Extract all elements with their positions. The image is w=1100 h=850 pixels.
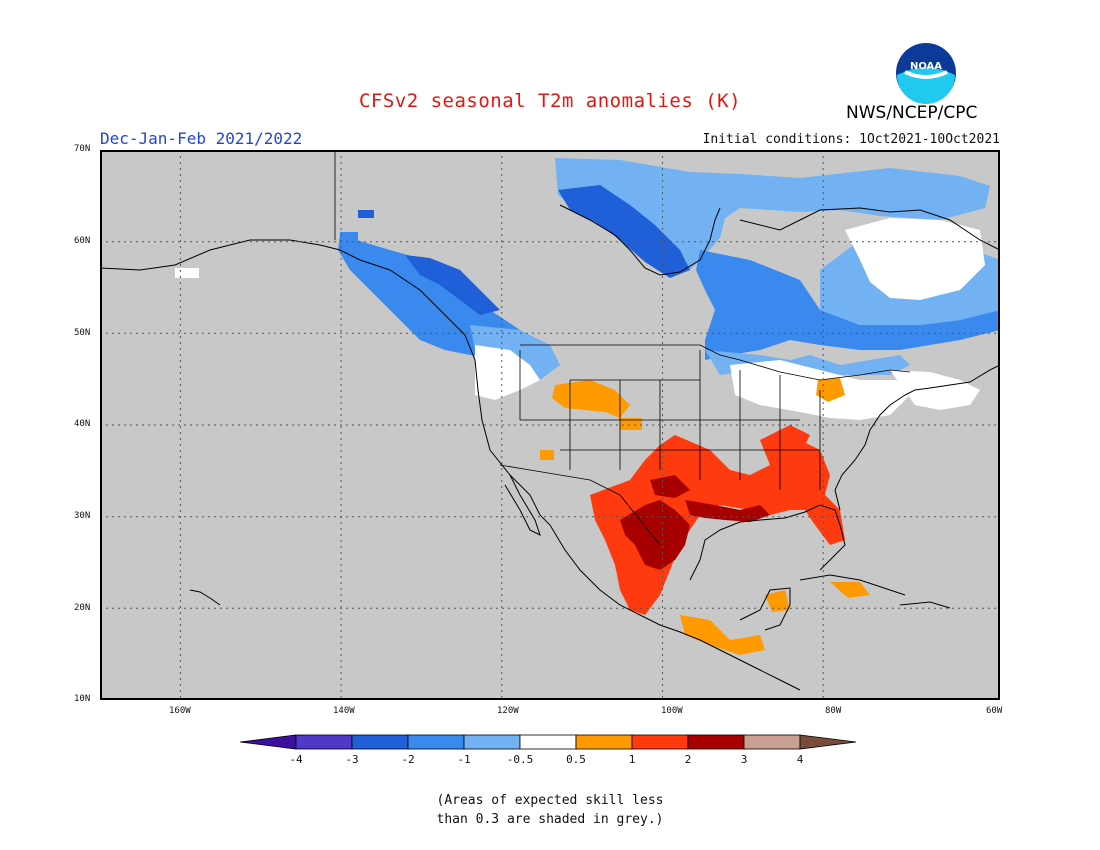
lon-label-80w: 80W bbox=[825, 706, 842, 716]
lat-label-70n: 70N bbox=[74, 144, 91, 154]
lat-label-50n: 50N bbox=[74, 328, 91, 338]
coast-labrador bbox=[739, 207, 1000, 251]
anomaly-map bbox=[100, 150, 1000, 700]
anomaly-region-darkred-okla bbox=[650, 475, 690, 498]
forecast-period: Dec-Jan-Feb 2021/2022 bbox=[100, 129, 303, 148]
border-states bbox=[519, 350, 821, 490]
colorbar-swatch bbox=[575, 734, 633, 750]
lat-label-30n: 30N bbox=[74, 511, 91, 521]
noaa-logo-text: NOAA bbox=[910, 61, 942, 72]
coast-yucatan bbox=[739, 587, 791, 631]
borders bbox=[334, 150, 911, 546]
colorbar-swatch bbox=[519, 734, 577, 750]
colorbar-tick-label: 3 bbox=[741, 753, 748, 766]
lat-label-20n: 20N bbox=[74, 603, 91, 613]
anomaly-region-orange-yucatan bbox=[765, 590, 790, 612]
anomaly-region-orange-central-am bbox=[680, 615, 765, 655]
anomaly-region-white-pnw bbox=[475, 345, 540, 400]
chart-title: CFSv2 seasonal T2m anomalies (K) bbox=[358, 90, 742, 112]
colorbar-swatch bbox=[687, 734, 745, 750]
anomaly-region-red-southeast bbox=[760, 425, 810, 470]
colorbar-arrow-high bbox=[799, 734, 857, 750]
lat-label-60n: 60N bbox=[74, 236, 91, 246]
coast-west bbox=[359, 259, 801, 691]
anomaly-region-white-newengland bbox=[890, 370, 980, 410]
lat-label-40n: 40N bbox=[74, 419, 91, 429]
map-frame bbox=[100, 150, 1000, 700]
lon-label-60w: 60W bbox=[986, 706, 1003, 716]
anomaly-region-blue-alaska-a bbox=[358, 210, 374, 218]
anomaly-region-orange-az bbox=[540, 450, 554, 460]
anomaly-region-darkblue-hudson bbox=[558, 185, 690, 278]
colorbar-tick-label: -2 bbox=[401, 753, 414, 766]
coast-gulf bbox=[689, 504, 846, 581]
anomaly-region-orange-nm bbox=[620, 418, 642, 430]
colorbar-swatch bbox=[295, 734, 353, 750]
colorbar-swatches bbox=[240, 734, 857, 750]
anomaly-region-blue-quebec bbox=[696, 250, 1000, 360]
coast-alaska bbox=[100, 239, 361, 271]
graticule bbox=[100, 150, 1000, 700]
footnote-line-2: than 0.3 are shaded in grey.) bbox=[436, 812, 664, 827]
colorbar-arrow-low bbox=[240, 734, 297, 750]
anomaly-region-white-alaska bbox=[175, 268, 199, 278]
colorbar-tick-label: 1 bbox=[629, 753, 636, 766]
colorbar-tick-label: 2 bbox=[685, 753, 692, 766]
anomaly-region-orange-rockies bbox=[552, 380, 630, 418]
colorbar-tick-label: 0.5 bbox=[566, 753, 586, 766]
agency-label: NWS/NCEP/CPC bbox=[846, 103, 978, 123]
colorbar: -4 -3 -2 -1 -0.5 0.5 1 2 3 4 bbox=[240, 734, 857, 766]
colorbar-swatch bbox=[631, 734, 689, 750]
colorbar-tick-label: -3 bbox=[345, 753, 358, 766]
coast-baja bbox=[504, 474, 541, 536]
lon-label-100w: 100W bbox=[661, 706, 683, 716]
coast-east bbox=[834, 364, 1000, 511]
colorbar-tick-label: -1 bbox=[457, 753, 470, 766]
lon-label-160w: 160W bbox=[169, 706, 191, 716]
lat-label-10n: 10N bbox=[74, 694, 91, 704]
colorbar-swatch bbox=[407, 734, 465, 750]
anomaly-region-orange-cuba bbox=[830, 582, 870, 598]
footnote-line-1: (Areas of expected skill less bbox=[436, 793, 664, 808]
anomaly-region-blue-alaska-b bbox=[340, 232, 358, 248]
lon-label-140w: 140W bbox=[333, 706, 355, 716]
skill-footnote: (Areas of expected skill less than 0.3 a… bbox=[0, 791, 1100, 829]
anomaly-shading bbox=[175, 158, 1000, 655]
anomaly-region-darkblue-bc bbox=[405, 255, 500, 315]
coast-hispaniola bbox=[899, 601, 951, 609]
coast-hawaii bbox=[189, 589, 221, 606]
coastlines bbox=[100, 204, 1000, 691]
coast-hudson bbox=[559, 204, 721, 276]
colorbar-swatch bbox=[351, 734, 409, 750]
colorbar-swatch bbox=[743, 734, 801, 750]
colorbar-tick-label: -4 bbox=[289, 753, 303, 766]
noaa-logo: NOAA bbox=[896, 43, 956, 104]
coast-cuba bbox=[799, 574, 906, 596]
border-us-mexico bbox=[499, 464, 661, 546]
colorbar-swatch bbox=[463, 734, 521, 750]
initial-conditions: Initial conditions: 1Oct2021-10Oct2021 bbox=[702, 132, 1000, 147]
lon-label-120w: 120W bbox=[497, 706, 519, 716]
colorbar-tick-label: -0.5 bbox=[507, 753, 534, 766]
border-us-canada bbox=[520, 344, 911, 381]
colorbar-labels: -4 -3 -2 -1 -0.5 0.5 1 2 3 4 bbox=[289, 753, 803, 766]
anomaly-region-white-labrador bbox=[845, 218, 985, 300]
colorbar-tick-label: 4 bbox=[797, 753, 804, 766]
